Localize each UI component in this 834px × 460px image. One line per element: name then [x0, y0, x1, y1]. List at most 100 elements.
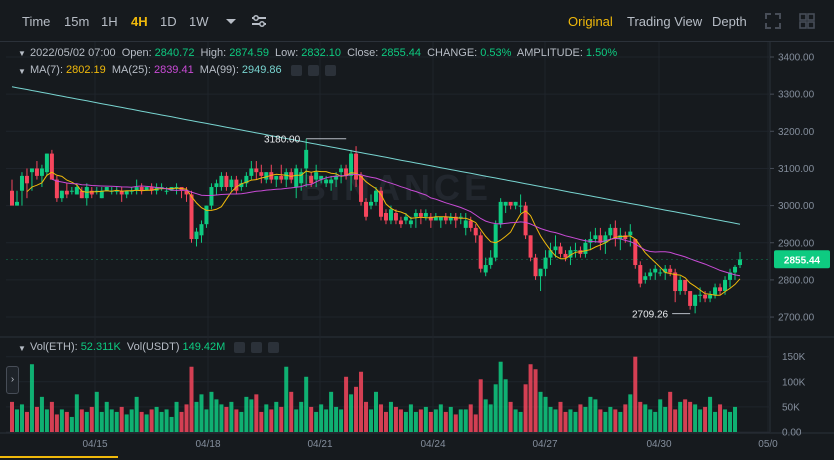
volume-settings-icon[interactable]	[251, 341, 263, 353]
volume-bar[interactable]	[19, 404, 24, 432]
candle-body[interactable]	[553, 246, 558, 251]
volume-bar[interactable]	[219, 404, 224, 432]
volume-bar[interactable]	[468, 404, 473, 432]
volume-bar[interactable]	[578, 404, 583, 432]
volume-bar[interactable]	[24, 411, 29, 432]
volume-bar[interactable]	[493, 384, 498, 432]
view-trading-view[interactable]: Trading View	[627, 14, 703, 29]
volume-bar[interactable]	[14, 409, 19, 432]
candle-body[interactable]	[443, 216, 448, 221]
candle-body[interactable]	[124, 190, 129, 195]
volume-bar[interactable]	[314, 411, 319, 432]
volume-bar[interactable]	[154, 406, 159, 432]
candle-body[interactable]	[24, 175, 29, 184]
candle-body[interactable]	[329, 179, 334, 184]
candle-body[interactable]	[433, 216, 438, 221]
candle-body[interactable]	[603, 235, 608, 243]
candle-body[interactable]	[528, 235, 533, 258]
candle-body[interactable]	[683, 279, 688, 292]
volume-bar[interactable]	[553, 409, 558, 432]
candle-body[interactable]	[623, 235, 628, 240]
candle-body[interactable]	[693, 294, 698, 306]
volume-bar[interactable]	[378, 404, 383, 432]
volume-bar[interactable]	[513, 409, 518, 432]
candle-body[interactable]	[558, 246, 563, 254]
candle-body[interactable]	[403, 216, 408, 221]
candle-body[interactable]	[129, 190, 134, 192]
volume-bar[interactable]	[49, 401, 54, 432]
volume-bar[interactable]	[139, 411, 144, 432]
volume-bar[interactable]	[109, 409, 114, 432]
volume-bar[interactable]	[668, 391, 673, 432]
candle-body[interactable]	[114, 190, 119, 192]
candle-body[interactable]	[89, 190, 94, 195]
volume-bar[interactable]	[254, 394, 259, 432]
candle-body[interactable]	[69, 190, 74, 192]
volume-bar[interactable]	[54, 414, 59, 432]
volume-bar[interactable]	[608, 406, 613, 432]
collapse-ohlc-icon[interactable]: ▼	[18, 49, 26, 58]
volume-bar[interactable]	[149, 409, 154, 432]
volume-bar[interactable]	[279, 406, 284, 432]
volume-close-icon[interactable]	[268, 341, 280, 353]
volume-bar[interactable]	[294, 409, 299, 432]
volume-bar[interactable]	[269, 409, 274, 432]
candle-body[interactable]	[214, 183, 219, 188]
volume-bar[interactable]	[503, 379, 508, 432]
volume-bar[interactable]	[733, 406, 738, 432]
volume-bar[interactable]	[69, 416, 74, 432]
candle-body[interactable]	[369, 201, 374, 206]
candle-body[interactable]	[299, 172, 304, 184]
volume-bar[interactable]	[39, 396, 44, 432]
candle-body[interactable]	[548, 250, 553, 258]
candle-body[interactable]	[54, 179, 59, 199]
candle-body[interactable]	[563, 253, 568, 258]
volume-bar[interactable]	[528, 364, 533, 432]
volume-bar[interactable]	[418, 409, 423, 432]
candle-body[interactable]	[49, 153, 54, 180]
volume-bar[interactable]	[583, 406, 588, 432]
candle-body[interactable]	[174, 187, 179, 189]
candle-body[interactable]	[448, 216, 453, 221]
candle-body[interactable]	[718, 287, 723, 292]
volume-bar[interactable]	[124, 414, 129, 432]
volume-bar[interactable]	[693, 404, 698, 432]
volume-bar[interactable]	[383, 411, 388, 432]
candle-body[interactable]	[538, 268, 543, 277]
candle-body[interactable]	[458, 216, 463, 218]
volume-bar[interactable]	[663, 406, 668, 432]
candle-body[interactable]	[219, 175, 224, 188]
volume-bar[interactable]	[453, 414, 458, 432]
interval-time[interactable]: Time	[22, 14, 51, 29]
ma-close-icon[interactable]	[324, 64, 336, 76]
volume-bar[interactable]	[678, 401, 683, 432]
volume-bar[interactable]	[613, 409, 618, 432]
candle-body[interactable]	[279, 175, 284, 180]
volume-bar[interactable]	[703, 406, 708, 432]
candle-body[interactable]	[543, 257, 548, 269]
candle-body[interactable]	[294, 168, 299, 188]
volume-bar[interactable]	[229, 401, 234, 432]
volume-bar[interactable]	[34, 406, 39, 432]
candle-body[interactable]	[488, 257, 493, 266]
collapse-volume-icon[interactable]: ▼	[18, 344, 26, 353]
volume-bar[interactable]	[443, 411, 448, 432]
candle-body[interactable]	[593, 235, 598, 240]
volume-bar[interactable]	[214, 399, 219, 432]
volume-bar[interactable]	[329, 391, 334, 432]
volume-bar[interactable]	[598, 409, 603, 432]
candle-body[interactable]	[339, 168, 344, 173]
volume-bar[interactable]	[478, 379, 483, 432]
candle-body[interactable]	[608, 227, 613, 236]
volume-bar[interactable]	[74, 394, 79, 432]
volume-bar[interactable]	[593, 399, 598, 432]
candle-body[interactable]	[354, 153, 359, 180]
volume-bar[interactable]	[94, 391, 99, 432]
candle-body[interactable]	[274, 175, 279, 180]
candle-body[interactable]	[314, 172, 319, 180]
volume-bar[interactable]	[653, 411, 658, 432]
volume-bar[interactable]	[194, 401, 199, 432]
interval-1d[interactable]: 1D	[160, 14, 177, 29]
volume-bar[interactable]	[159, 411, 164, 432]
